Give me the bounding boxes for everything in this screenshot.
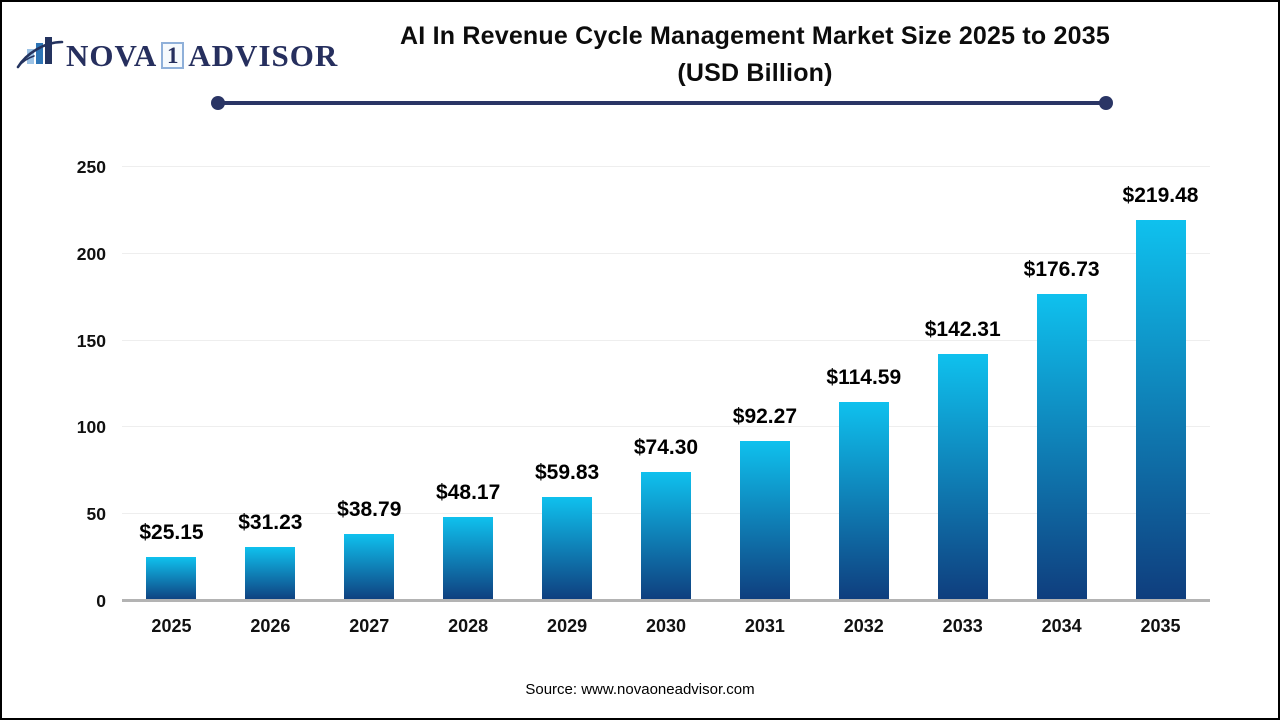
bar-value-label: $74.30: [633, 436, 699, 460]
bar-slot: $38.79 2027: [320, 167, 419, 636]
bar-slot: $114.59 2032: [814, 167, 913, 636]
bar-2028: [443, 517, 494, 601]
gridline: [122, 166, 1210, 167]
bar-2031: [739, 440, 790, 601]
source-text: Source: www.novaoneadvisor.com: [525, 681, 755, 698]
gridline: [122, 339, 1210, 341]
y-axis-tick-label: 200: [76, 243, 106, 264]
bar-slot: $48.17 2028: [419, 167, 518, 636]
bar-value-label: $114.59: [826, 366, 902, 390]
divider-right-dot: [1099, 96, 1113, 110]
y-axis-tick-label: 250: [76, 157, 106, 177]
bar-2032: [838, 402, 889, 601]
bar-2034: [1036, 294, 1087, 601]
x-axis-category-label: 2027: [349, 616, 390, 636]
bar-2026: [245, 546, 296, 601]
brand-logo: NOVA 1 ADVISOR: [16, 32, 338, 78]
x-axis-category-label: 2034: [1041, 616, 1082, 636]
bar-slot: $31.23 2026: [221, 167, 320, 636]
bar-slot: $74.30 2030: [617, 167, 716, 636]
bar-2025: [146, 557, 197, 601]
bar-2033: [937, 353, 988, 601]
x-axis-category-label: 2029: [547, 616, 588, 636]
bar-slot: $59.83 2029: [518, 167, 617, 636]
x-axis-category-label: 2032: [843, 616, 884, 636]
chart-title-line2: (USD Billion): [677, 59, 833, 87]
divider-line: [221, 101, 1103, 105]
bar-slot: $92.27 2031: [715, 167, 814, 636]
chart-title: AI In Revenue Cycle Management Market Si…: [242, 18, 1268, 92]
chart-title-line1: AI In Revenue Cycle Management Market Si…: [400, 22, 1110, 50]
x-axis-line: [122, 599, 1210, 602]
bar-chart-plot: 0 50 100 150 200 250 $25.15 2025 $31.23 2026 $38.…: [77, 157, 1210, 636]
bar-slot: $176.73 2034: [1012, 167, 1111, 636]
brand-name-suffix: ADVISOR: [188, 37, 339, 73]
bar-2027: [344, 533, 395, 601]
y-axis-tick-label: 100: [76, 417, 106, 438]
x-axis-category-label: 2025: [151, 616, 192, 636]
bar-value-label: $92.27: [732, 404, 798, 428]
x-axis-category-label: 2030: [645, 616, 687, 636]
x-axis-category-label: 2031: [744, 616, 785, 636]
x-axis-category-label: 2035: [1140, 616, 1181, 636]
y-axis-tick-label: 50: [86, 504, 106, 525]
bar-value-label: $38.79: [337, 497, 402, 521]
x-axis-category-label: 2033: [942, 616, 983, 636]
gridline: [122, 252, 1210, 254]
y-axis-tick-label: 150: [76, 330, 106, 351]
bar-value-label: $31.23: [238, 510, 303, 534]
brand-name-prefix: NOVA: [66, 37, 158, 73]
bar-2035: [1135, 219, 1186, 601]
bar-2029: [542, 497, 593, 601]
bars-container: $25.15 2025 $31.23 2026 $38.79 2027 $48.17 2028…: [122, 167, 1210, 636]
bar-slot: $219.48 2035: [1111, 167, 1210, 636]
x-axis-category-label: 2026: [250, 616, 291, 636]
x-axis-category-label: 2028: [448, 616, 489, 636]
bar-slot: $142.31 2033: [913, 167, 1012, 636]
y-axis-tick-label: 0: [96, 591, 106, 611]
brand-number-badge: 1: [161, 41, 185, 69]
title-divider: [211, 96, 1113, 110]
bar-slot: $25.15 2025: [122, 167, 221, 636]
bar-value-label: $48.17: [436, 481, 501, 505]
bar-chart-swoosh-icon: [16, 37, 64, 69]
bar-value-label: $59.83: [534, 461, 600, 485]
bar-2030: [640, 472, 691, 601]
bar-value-label: $142.31: [924, 317, 1001, 341]
gridline: [122, 426, 1210, 428]
bar-value-label: $25.15: [139, 521, 204, 545]
bar-value-label: $176.73: [1023, 258, 1100, 282]
bar-value-label: $219.48: [1122, 183, 1199, 207]
divider-left-dot: [211, 96, 225, 110]
